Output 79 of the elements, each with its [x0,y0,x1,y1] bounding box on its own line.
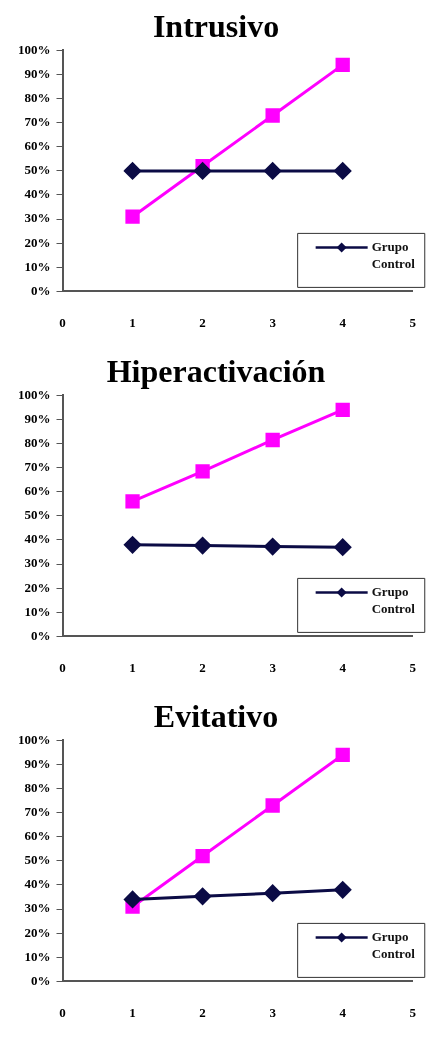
x-tick-label: 4 [339,659,347,675]
y-tick-label: 80% [24,89,51,105]
x-tick-label: 0 [59,1004,66,1020]
x-tick-label: 0 [59,314,66,330]
point [335,57,350,73]
x-tick-label: 1 [129,1004,136,1020]
y-tick-label: 30% [24,900,51,916]
chart-title: Intrusivo [152,8,280,45]
y-tick-label: 60% [24,483,51,499]
y-tick-label: 100% [18,731,51,747]
y-tick-label: 10% [24,603,51,619]
chart-title: Evitativo [153,698,279,735]
y-tick-label: 20% [24,579,51,595]
point [264,884,282,902]
point [124,890,142,908]
point [194,162,212,180]
y-tick-label: 70% [24,804,51,820]
y-tick-label: 60% [24,828,51,844]
y-tick-label: 0% [31,972,51,988]
x-tick-label: 5 [409,314,417,330]
y-tick-label: 40% [24,186,51,202]
y-tick-label: 100% [18,386,51,402]
y-tick-label: 50% [24,852,51,868]
point [334,162,352,180]
x-tick-label: 2 [199,314,206,330]
y-tick-label: 80% [24,434,51,450]
point [195,464,210,479]
point [335,402,350,418]
point [195,848,210,864]
x-tick-label: 1 [129,659,136,675]
x-tick-label: 2 [199,659,206,675]
x-tick-label: 3 [269,659,277,675]
y-tick-label: 50% [24,507,51,523]
point [124,536,142,554]
y-tick-label: 80% [24,779,51,795]
y-tick-label: 0% [31,282,51,298]
y-tick-label: 50% [24,162,51,178]
x-tick-label: 3 [269,314,277,330]
y-tick-label: 30% [24,210,51,226]
point [124,162,142,180]
legend-label: Grupo Control [371,928,416,961]
y-tick-label: 20% [24,234,51,250]
legend-label: Grupo Control [371,238,416,271]
legend-label: Grupo Control [371,583,416,616]
point [335,747,350,763]
point [125,209,140,224]
x-tick-label: 5 [409,659,417,675]
y-tick-label: 60% [24,138,51,154]
y-tick-label: 0% [31,627,51,643]
x-tick-label: 3 [269,1004,277,1020]
y-tick-label: 90% [24,65,51,81]
y-tick-label: 30% [24,555,51,571]
point [265,108,280,123]
y-tick-label: 10% [24,948,51,964]
y-tick-label: 90% [24,755,51,771]
y-tick-label: 40% [24,531,51,547]
y-tick-label: 20% [24,924,51,940]
point [125,494,140,509]
x-tick-label: 0 [59,659,66,675]
y-tick-label: 10% [24,258,51,274]
point [265,432,280,448]
x-tick-label: 4 [339,314,347,330]
point [265,798,280,813]
chart-title: Hiperactivación [106,353,326,390]
x-tick-label: 5 [409,1004,417,1020]
x-tick-label: 1 [129,314,136,330]
point [334,538,352,556]
point [334,881,352,899]
y-tick-label: 40% [24,876,51,892]
y-tick-label: 90% [24,410,51,426]
point [264,162,282,180]
y-tick-label: 70% [24,114,51,130]
point [264,538,282,556]
x-tick-label: 2 [199,1004,206,1020]
y-tick-label: 70% [24,459,51,475]
x-tick-label: 4 [339,1004,347,1020]
point [194,887,212,905]
y-tick-label: 100% [18,41,51,57]
point [194,537,212,555]
